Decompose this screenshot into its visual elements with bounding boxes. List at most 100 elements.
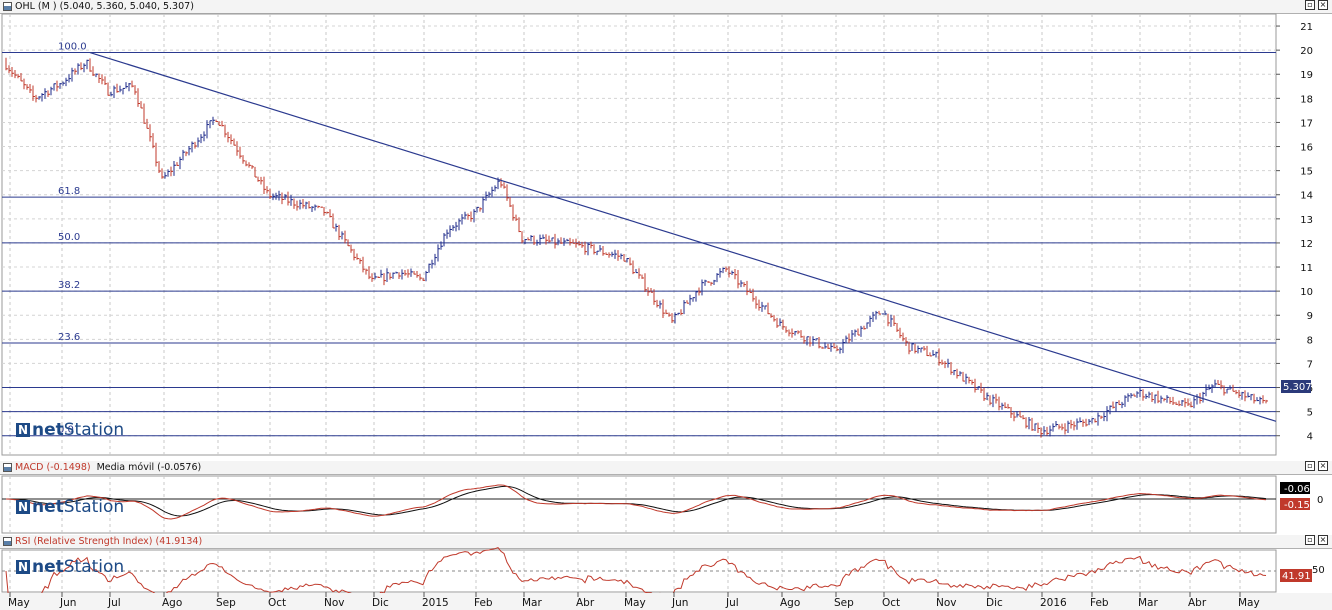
y-tick-label: 5 (1307, 408, 1313, 419)
price-plot-frame (1, 13, 1277, 456)
x-tick-label: Mar (1138, 597, 1158, 609)
netstation-logo: N netStation (16, 420, 124, 440)
x-tick-label: May (624, 597, 646, 609)
macd-signal-line (6, 485, 1267, 517)
macd-zero-label: 0 (1317, 495, 1323, 506)
x-tick-label: Jun (671, 597, 688, 609)
rsi-title: RSI (Relative Strength Index) (41.9134) (15, 536, 203, 547)
rsi-line (5, 547, 1267, 604)
x-tick-label: 2015 (422, 597, 449, 609)
close-button[interactable]: × (1318, 0, 1328, 10)
macd-title: MACD (-0.1498) (15, 462, 91, 473)
y-tick-label: 16 (1300, 143, 1313, 154)
x-tick-label: Dic (986, 597, 1003, 609)
rsi-chart (2, 547, 1276, 604)
fib-label: 61.8 (58, 186, 80, 197)
time-axis: May Jun Jul Ago Sep Oct Nov Dic 2015 Feb Mar Abr May… (0, 592, 1332, 610)
y-tick-label: 4 (1307, 432, 1313, 443)
x-tick-label: May (1238, 597, 1260, 609)
x-tick-label: Sep (834, 597, 854, 609)
x-tick-label: Jul (725, 597, 739, 609)
y-tick-label: 8 (1307, 335, 1313, 346)
y-tick-label: 7 (1307, 359, 1313, 370)
x-tick-label: Jul (107, 597, 121, 609)
netstation-logo-rsi: N netStation (16, 557, 124, 577)
x-tick-label: Nov (936, 597, 957, 609)
x-tick-label: Ago (162, 597, 182, 609)
logo-prefix: net (32, 557, 64, 577)
close-button[interactable]: × (1318, 535, 1328, 545)
y-tick-label: 9 (1307, 311, 1313, 322)
macd-panel-header: MACD (-0.1498) Media móvil (-0.0576) ▫ × (0, 461, 1332, 475)
logo-mark-icon: N (16, 423, 30, 437)
netstation-logo-macd: N netStation (16, 497, 124, 517)
time-axis-bg (0, 593, 1332, 610)
y-tick-label: 14 (1300, 191, 1313, 202)
x-tick-label: Ago (780, 597, 800, 609)
logo-suffix: Station (63, 557, 125, 577)
logo-mark-icon: N (16, 500, 30, 514)
rsi-panel-header: RSI (Relative Strength Index) (41.9134) … (0, 535, 1332, 549)
x-tick-label: Nov (324, 597, 345, 609)
x-tick-label: Sep (216, 597, 236, 609)
macd-panel-buttons: ▫ × (1305, 461, 1328, 471)
logo-prefix: net (32, 497, 64, 517)
y-tick-label: 21 (1300, 22, 1313, 33)
x-tick-label: May (8, 597, 30, 609)
price-panel-buttons: ▫ × (1305, 0, 1328, 10)
x-tick-label: Oct (882, 597, 900, 609)
logo-suffix: Station (63, 420, 125, 440)
close-button[interactable]: × (1318, 461, 1328, 471)
x-tick-label: Abr (1188, 597, 1207, 609)
grid (1, 13, 1277, 593)
fib-label: 50.0 (58, 232, 80, 243)
x-tick-label: Abr (576, 597, 595, 609)
maximize-button[interactable]: ▫ (1305, 0, 1315, 10)
x-tick-label: Jun (59, 597, 76, 609)
x-tick-label: Dic (372, 597, 389, 609)
macd-value-badge: -0.15 (1284, 500, 1310, 511)
panel-icon (3, 537, 12, 546)
y-tick-label: 20 (1300, 46, 1313, 57)
macd-signal-title: Media móvil (-0.0576) (96, 462, 202, 473)
macd-line (5, 484, 1267, 520)
y-tick-label: 12 (1300, 239, 1313, 250)
fib-label: 38.2 (58, 280, 80, 291)
maximize-button[interactable]: ▫ (1305, 535, 1315, 545)
logo-prefix: net (32, 420, 64, 440)
logo-mark-icon: N (16, 560, 30, 574)
price-panel-title: OHL (M ) (5.040, 5.360, 5.040, 5.307) (15, 1, 194, 12)
y-tick-label: 10 (1300, 287, 1313, 298)
rsi-level-label: 50 (1312, 565, 1325, 576)
macd-signal-badge: -0.06 (1284, 484, 1310, 495)
price-bars (5, 57, 1268, 438)
y-tick-label: 17 (1300, 118, 1313, 129)
y-tick-label: 13 (1300, 215, 1313, 226)
logo-suffix: Station (63, 497, 125, 517)
downtrend-line (89, 51, 1277, 422)
value-badges: 5.307 -0.06 0 -0.15 50 41.91 (1280, 380, 1325, 582)
y-tick-label: 18 (1300, 94, 1313, 105)
y-tick-label: 15 (1300, 167, 1313, 178)
maximize-button[interactable]: ▫ (1305, 461, 1315, 471)
fib-label: 23.6 (58, 332, 80, 343)
panel-icon (3, 463, 12, 472)
fib-label: 100.0 (58, 42, 87, 53)
fib-label: 0.0 (58, 425, 74, 436)
x-tick-label: Feb (474, 597, 493, 609)
fibonacci-levels: 100.0 61.8 50.0 38.2 23.6 0.0 (2, 42, 1276, 437)
rsi-value-badge: 41.91 (1282, 571, 1311, 582)
rsi-panel-buttons: ▫ × (1305, 535, 1328, 545)
panel-icon (3, 2, 12, 11)
x-tick-label: Oct (268, 597, 286, 609)
x-tick-label: Mar (522, 597, 542, 609)
y-tick-label: 11 (1300, 263, 1313, 274)
y-tick-label: 19 (1300, 70, 1313, 81)
x-tick-label: Feb (1090, 597, 1109, 609)
macd-chart (2, 484, 1276, 520)
x-tick-label: 2016 (1040, 597, 1067, 609)
trend-line[interactable] (89, 51, 1277, 422)
price-axis: 456789101112131415161718192021 (1276, 22, 1313, 443)
last-price-badge: 5.307 (1283, 382, 1312, 393)
